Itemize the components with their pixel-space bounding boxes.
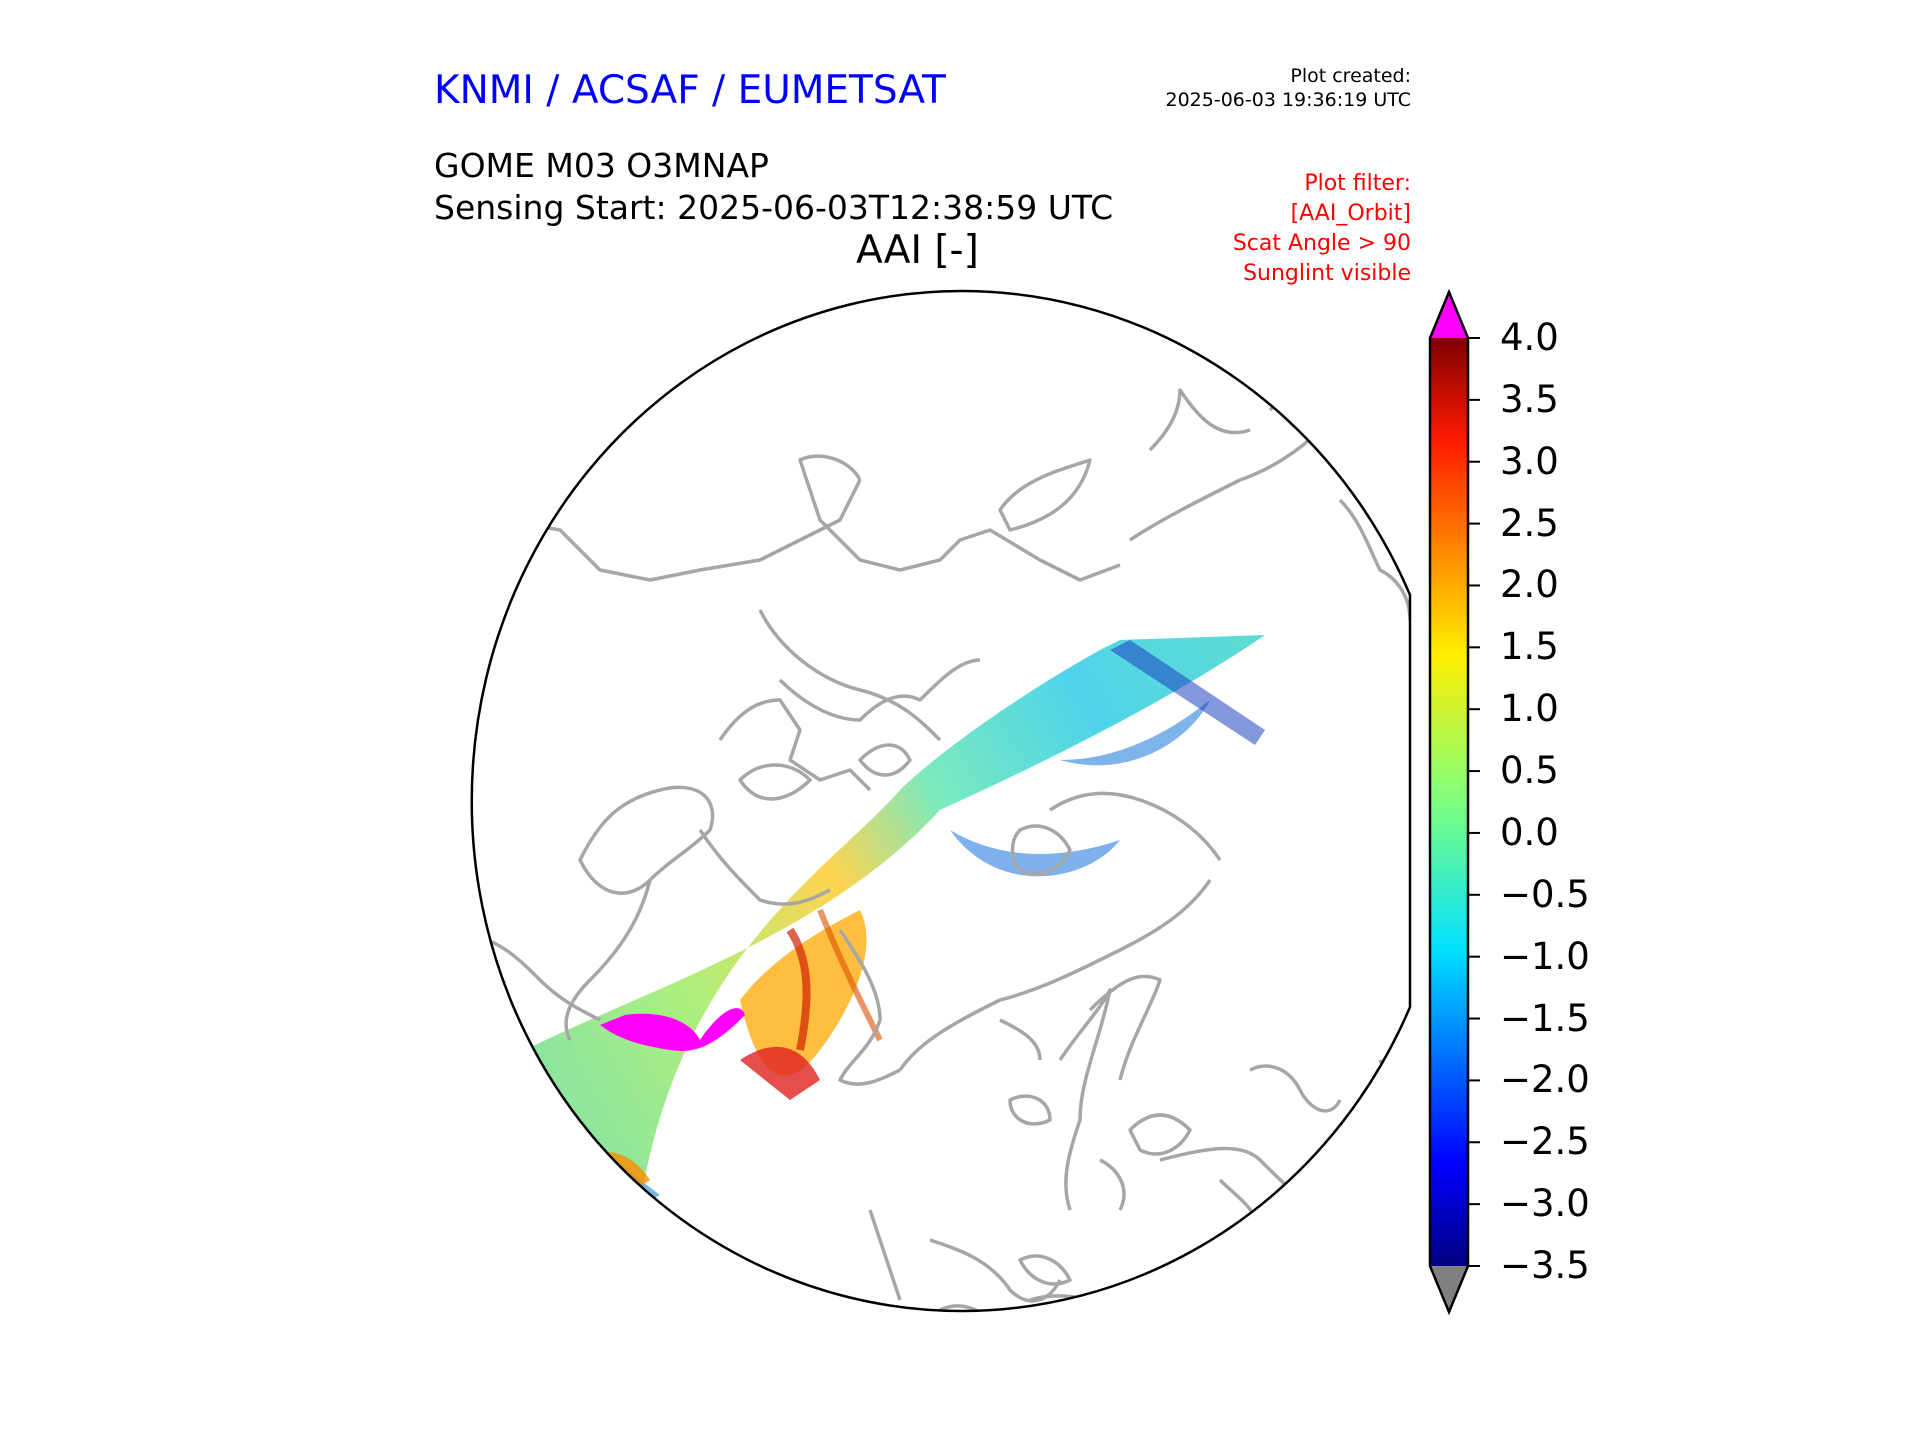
product-title-block: GOME M03 O3MNAP Sensing Start: 2025-06-0… xyxy=(434,145,1113,229)
colorbar-tick-label: 2.0 xyxy=(1500,563,1559,607)
plot-created-label: Plot created: xyxy=(1290,65,1411,87)
variable-title: AAI [-] xyxy=(856,228,979,273)
org-title: KNMI / ACSAF / EUMETSAT xyxy=(434,68,946,113)
colorbar-ticks xyxy=(1468,337,1480,1267)
sensing-start: Sensing Start: 2025-06-03T12:38:59 UTC xyxy=(434,188,1114,227)
colorbar-tick-label: 1.5 xyxy=(1500,625,1559,669)
colorbar-tick-label: 1.0 xyxy=(1500,687,1559,731)
colorbar-tick-label: −3.0 xyxy=(1500,1182,1590,1226)
aai-swath xyxy=(505,635,1265,1205)
plot-filter-line: Sunglint visible xyxy=(1243,261,1411,286)
plot-created-time: 2025-06-03 19:36:19 UTC xyxy=(1165,89,1412,111)
colorbar-gradient xyxy=(1430,338,1468,1266)
colorbar-tick-label: −3.5 xyxy=(1500,1244,1590,1287)
colorbar-tick-label: 0.0 xyxy=(1500,810,1559,854)
plot-filter-line: Scat Angle > 90 xyxy=(1232,231,1411,256)
colorbar-tick-label: 0.5 xyxy=(1500,749,1559,793)
colorbar xyxy=(1428,288,1480,1316)
colorbar-tick-label: 4.0 xyxy=(1500,316,1559,359)
colorbar-tick-label: −0.5 xyxy=(1500,872,1590,916)
plot-filter-line: Plot filter: xyxy=(1304,171,1411,196)
plot-filter: Plot filter: [AAI_Orbit] Scat Angle > 90… xyxy=(1233,169,1411,289)
colorbar-tick-label: 2.5 xyxy=(1500,501,1559,545)
globe-outline xyxy=(470,289,1412,1313)
colorbar-tick-label: −2.5 xyxy=(1500,1120,1590,1164)
colorbar-tick-label: −1.5 xyxy=(1500,996,1590,1040)
plot-created-info: Plot created: 2025-06-03 19:36:19 UTC xyxy=(1166,64,1412,112)
colorbar-under-triangle xyxy=(1430,1266,1468,1312)
colorbar-over-triangle xyxy=(1430,292,1468,338)
plot-filter-line: [AAI_Orbit] xyxy=(1290,201,1411,226)
coastlines xyxy=(471,368,1410,1312)
colorbar-tick-label: −1.0 xyxy=(1500,934,1590,978)
colorbar-tick-label: −2.0 xyxy=(1500,1058,1590,1102)
product-name: GOME M03 O3MNAP xyxy=(434,146,769,185)
colorbar-tick-label: 3.5 xyxy=(1500,377,1559,421)
colorbar-tick-label: 3.0 xyxy=(1500,439,1559,483)
